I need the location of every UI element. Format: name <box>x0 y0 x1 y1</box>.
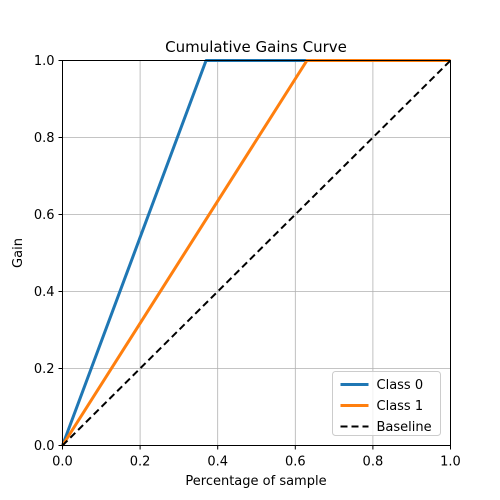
x-tick-label: 0.8 <box>363 455 384 470</box>
y-tick-label: 0.0 <box>34 439 55 454</box>
x-axis-ticks: 0.0 0.2 0.4 0.6 0.8 1.0 <box>52 445 461 470</box>
x-axis-label: Percentage of sample <box>185 474 326 489</box>
y-axis-label: Gain <box>11 238 26 268</box>
y-tick-label: 0.8 <box>34 131 55 146</box>
plot-frame <box>62 60 451 446</box>
series-line-baseline <box>61 59 452 447</box>
legend: Class 0 Class 1 Baseline <box>332 371 441 436</box>
legend-label: Class 1 <box>377 399 424 414</box>
y-axis-ticks: 0.0 0.2 0.4 0.6 0.8 1.0 <box>34 54 63 454</box>
legend-box <box>332 371 441 436</box>
x-tick-label: 1.0 <box>440 455 461 470</box>
x-tick-label: 0.4 <box>207 455 228 470</box>
x-tick-label: 0.0 <box>52 455 73 470</box>
legend-label: Baseline <box>377 420 432 435</box>
y-tick-label: 0.6 <box>34 208 55 223</box>
legend-label: Class 0 <box>377 378 424 393</box>
chart-title: Cumulative Gains Curve <box>165 38 347 56</box>
y-tick-label: 0.4 <box>34 285 55 300</box>
x-tick-label: 0.6 <box>285 455 306 470</box>
x-tick-label: 0.2 <box>130 455 151 470</box>
y-tick-label: 0.2 <box>34 362 55 377</box>
y-tick-label: 1.0 <box>34 54 55 69</box>
